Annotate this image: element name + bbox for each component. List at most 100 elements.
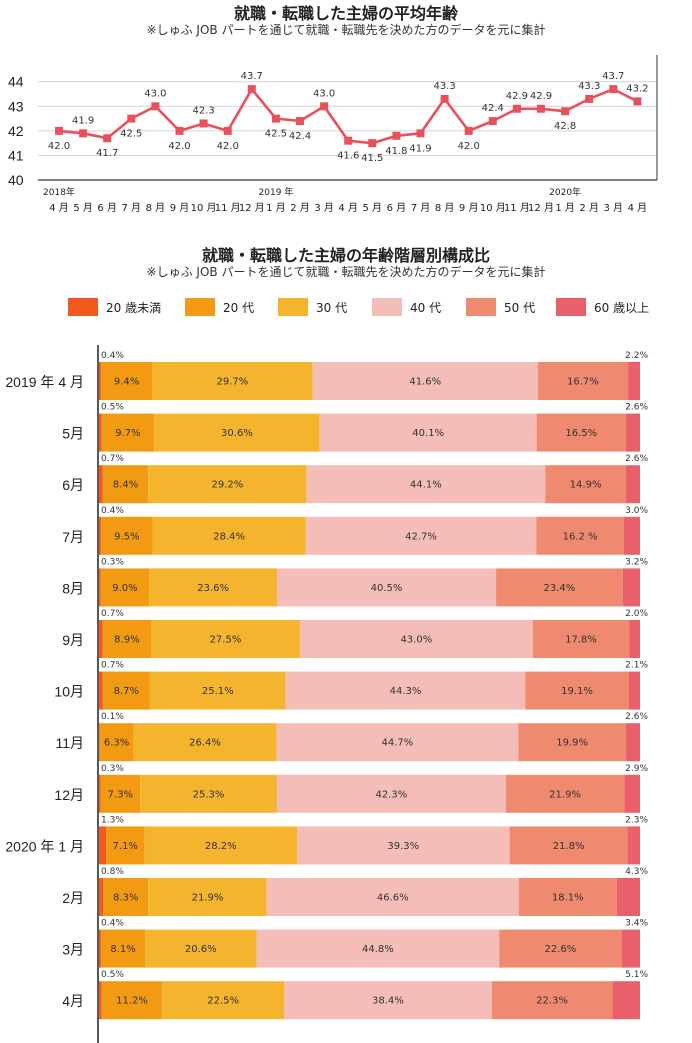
data-point [537, 104, 545, 113]
y-tick-label: 42 [8, 123, 24, 139]
category-label: 11月 [55, 735, 84, 751]
data-point [368, 139, 377, 148]
segment-label: 19.1% [561, 686, 593, 697]
bar-segment [256, 929, 500, 968]
bar-segment [99, 413, 102, 452]
category-label: 2019 年 4 月 [5, 374, 84, 390]
segment-label: 0.5% [101, 970, 124, 980]
y-tick-label: 41 [8, 147, 24, 163]
segment-label: 43.0% [400, 635, 432, 646]
segment-label: 42.7% [405, 531, 437, 542]
category-label: 3月 [62, 942, 84, 958]
bar-segment [545, 465, 626, 504]
bar-segment [100, 774, 141, 813]
bar-segment [536, 413, 626, 452]
segment-label: 2.2% [625, 351, 648, 361]
bar-segment [305, 516, 537, 555]
segment-label: 0.3% [101, 557, 124, 567]
segment-label: 3.0% [625, 506, 648, 516]
bar-segment [621, 929, 640, 968]
data-label: 42.0 [168, 141, 190, 152]
data-label: 41.5 [361, 153, 383, 164]
legend-label: 60 歳以上 [594, 300, 650, 315]
data-label: 42.9 [530, 91, 552, 102]
bar-segment [284, 981, 492, 1020]
legend-label: 40 代 [410, 300, 442, 315]
bar-segment [152, 362, 313, 400]
segment-label: 20.6% [185, 944, 217, 955]
segment-label: 29.7% [216, 377, 248, 388]
data-label: 42.4 [289, 131, 311, 142]
legend-item: 40 代 [372, 296, 441, 318]
y-tick-label: 40 [8, 172, 24, 188]
segment-label: 19.9% [556, 738, 588, 749]
segment-label: 8.3% [113, 893, 138, 904]
bar-segment [99, 878, 104, 916]
segment-label: 22.6% [544, 944, 576, 955]
x-tick-label: 7 月 [122, 202, 142, 214]
bar-segment [106, 826, 145, 865]
data-point [223, 126, 232, 135]
segment-label: 22.5% [207, 996, 239, 1007]
bar-segment [162, 981, 285, 1020]
bar-segment [154, 413, 320, 452]
data-point [247, 85, 256, 94]
segment-label: 21.9% [192, 893, 224, 904]
segment-label: 44.8% [362, 944, 394, 955]
segment-label: 0.4% [101, 506, 124, 516]
bar-segment [509, 826, 628, 865]
legend-label: 20 歳未満 [106, 300, 162, 315]
year-label: 2019 年 [259, 186, 294, 198]
bar-segment [99, 620, 103, 658]
segment-label: 18.1% [552, 893, 584, 904]
segment-label: 21.8% [553, 841, 585, 852]
data-label: 42.8 [554, 121, 576, 132]
segment-label: 9.4% [114, 377, 139, 388]
segment-label: 0.1% [101, 712, 124, 722]
segment-label: 0.4% [101, 351, 124, 361]
legend-item: 20 代 [185, 296, 254, 318]
data-point [488, 117, 497, 126]
bar-segment [629, 620, 640, 658]
segment-label: 11.2% [116, 996, 148, 1007]
data-point [175, 126, 184, 135]
x-tick-label: 10 月 [480, 202, 506, 214]
bar-segment [628, 671, 640, 710]
data-label: 43.3 [433, 81, 455, 92]
legend-label: 50 代 [504, 300, 536, 315]
x-tick-label: 6 月 [97, 202, 117, 214]
data-label: 42.9 [506, 91, 528, 102]
segment-label: 25.3% [193, 789, 225, 800]
data-point [271, 114, 280, 123]
bar-segment [628, 362, 640, 400]
segment-label: 0.4% [101, 919, 124, 929]
legend-label: 30 代 [316, 300, 348, 315]
bar-segment [276, 568, 497, 607]
segment-label: 17.8% [565, 635, 597, 646]
segment-label: 44.1% [410, 480, 442, 491]
bar-segment [102, 465, 149, 504]
bar-segment [99, 826, 107, 865]
segment-label: 0.7% [101, 609, 124, 619]
bar-segment [100, 568, 150, 607]
bar-segment [285, 671, 526, 710]
data-point [392, 131, 401, 140]
segment-label: 23.4% [543, 583, 575, 594]
legend-item: 20 歳未満 [68, 296, 161, 318]
segment-label: 8.7% [114, 686, 139, 697]
segment-label: 0.7% [101, 661, 124, 671]
segment-label: 9.7% [115, 428, 140, 439]
bar-segment [99, 723, 134, 762]
bar-segment [616, 878, 640, 916]
bar-segment [525, 671, 629, 710]
category-label: 4月 [62, 993, 84, 1009]
data-label: 43.7 [241, 71, 263, 82]
segment-label: 21.9% [549, 789, 581, 800]
segment-label: 0.5% [101, 403, 124, 413]
segment-label: 38.4% [372, 996, 404, 1007]
bar-segment [627, 826, 640, 865]
legend-swatch [68, 298, 98, 316]
data-point [55, 126, 63, 135]
bar-segment [625, 465, 640, 504]
